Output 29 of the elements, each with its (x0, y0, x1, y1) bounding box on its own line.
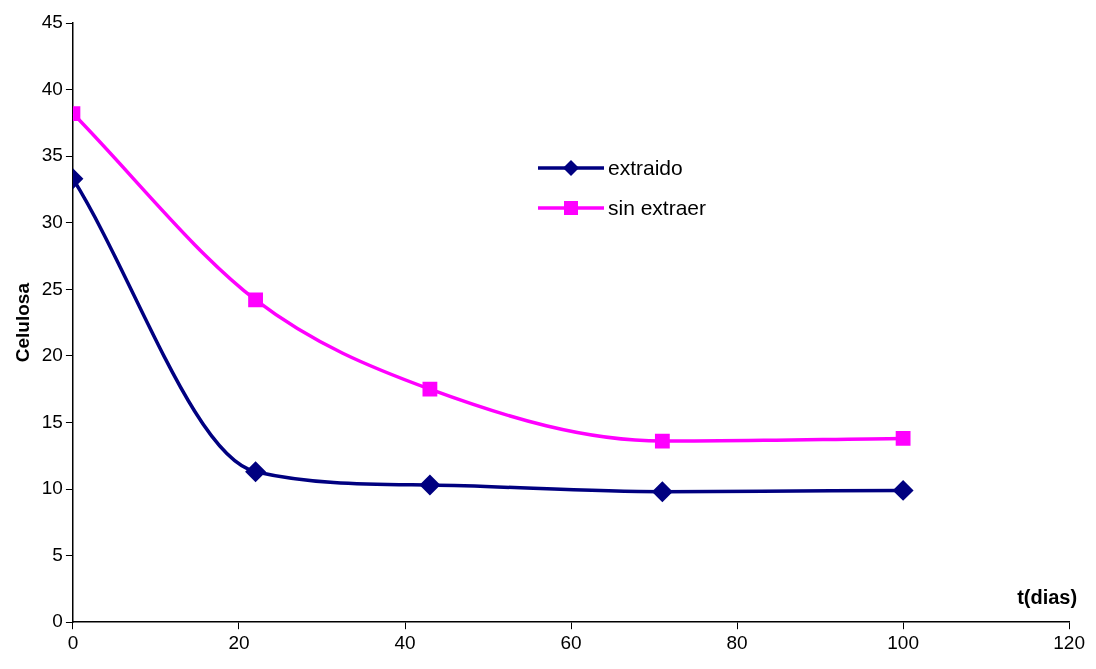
y-tick-label: 15 (41, 410, 63, 432)
y-axis-title: Celulosa (11, 282, 33, 363)
point (420, 475, 440, 495)
x-tick-label: 80 (726, 631, 748, 653)
x-tick-label: 100 (887, 631, 919, 653)
y-tick-label: 35 (41, 144, 63, 166)
point (654, 433, 670, 449)
point (422, 381, 438, 397)
x-axis-title: t(dias) (1017, 585, 1078, 608)
point (652, 481, 673, 502)
x-tick-label: 20 (228, 631, 250, 653)
y-tick-label: 5 (52, 543, 63, 565)
point (895, 431, 911, 446)
x-tick-label: 0 (67, 631, 79, 653)
x-tick-label: 120 (1053, 631, 1085, 653)
y-tick-label: 25 (41, 277, 63, 299)
y-tick-label: 30 (41, 210, 63, 232)
y-tick-label: 20 (41, 344, 63, 366)
point (248, 292, 263, 308)
x-tick-label: 40 (394, 631, 416, 653)
y-tick-label: 10 (41, 477, 63, 499)
y-tick-label: 45 (41, 11, 63, 33)
legend-label: extraido (608, 156, 683, 180)
y-tick-label: 0 (52, 610, 63, 632)
x-tick-label: 60 (560, 631, 582, 653)
legend-label: sin extraer (608, 196, 707, 220)
point (893, 480, 913, 501)
y-tick-label: 40 (41, 77, 63, 99)
point (245, 461, 266, 482)
